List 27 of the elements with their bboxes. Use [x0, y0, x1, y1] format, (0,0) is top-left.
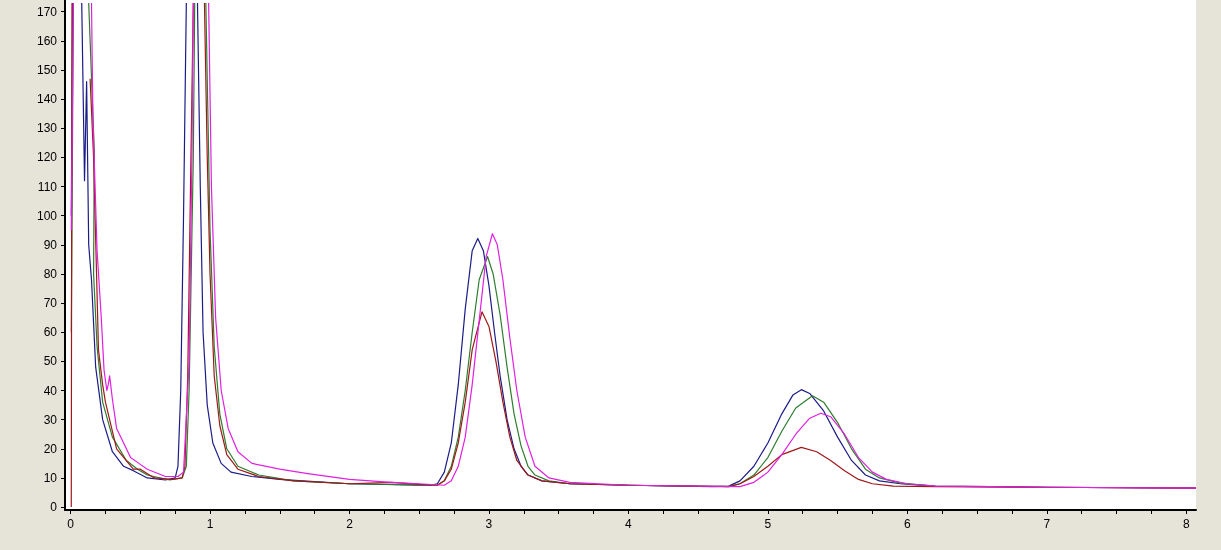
- x-tick-label: 1: [206, 517, 214, 531]
- x-tick-label: 5: [764, 517, 772, 531]
- y-tick-label: 40: [43, 383, 58, 398]
- x-tick-label: 7: [1043, 517, 1051, 531]
- y-tick-label: 170: [36, 4, 58, 19]
- y-tick-label: 100: [36, 208, 58, 223]
- y-tick-label: 50: [43, 354, 58, 369]
- y-tick-label: 90: [43, 237, 58, 252]
- y-tick-label: 20: [43, 441, 58, 456]
- y-tick-label: 120: [36, 150, 58, 165]
- x-tick-label: 4: [625, 517, 633, 531]
- x-tick-label: 2: [346, 517, 354, 531]
- x-tick-label: 6: [903, 517, 911, 531]
- y-tick-label: 60: [43, 325, 58, 340]
- y-tick-label: 140: [36, 92, 58, 107]
- x-tick-label: 8: [1182, 517, 1190, 531]
- y-tick-label: 30: [43, 412, 58, 427]
- y-tick-label: 0: [50, 500, 58, 515]
- y-tick-label: 150: [36, 62, 58, 77]
- y-tick-label: 130: [36, 121, 58, 136]
- y-tick-label: 110: [37, 179, 58, 194]
- y-tick-label: 10: [43, 470, 58, 485]
- y-tick-label: 80: [43, 266, 58, 281]
- x-tick-label: 0: [67, 517, 75, 531]
- y-tick-label: 70: [43, 296, 58, 311]
- x-tick-label: 3: [485, 517, 493, 531]
- y-tick-label: 160: [36, 33, 58, 48]
